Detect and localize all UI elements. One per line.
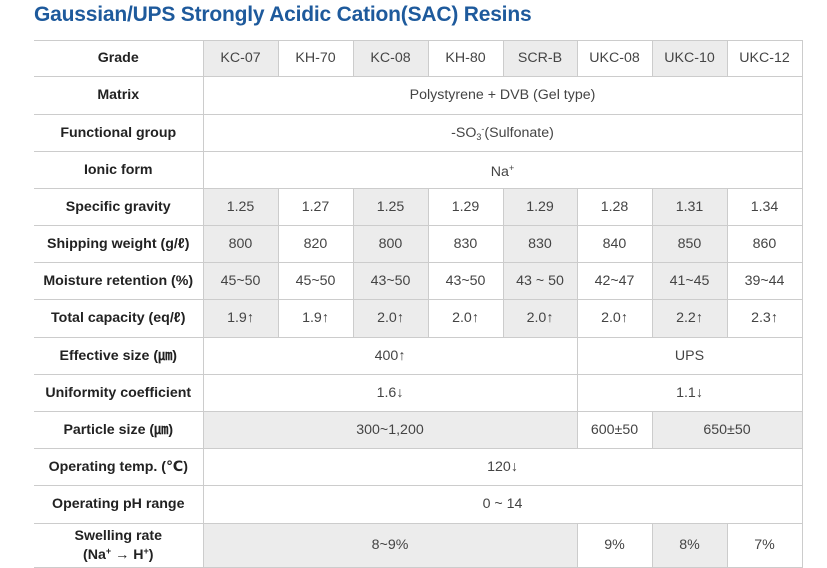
table-cell: 39~44 (726, 262, 803, 300)
table-cell: 1.25 (352, 188, 429, 226)
row-label: Ionic form (34, 151, 204, 189)
grade-kc07: KC-07 (202, 40, 279, 77)
grade-ukc12: UKC-12 (726, 40, 803, 77)
row-total-capacity: Total capacity (eq/ℓ) 1.9↑ 1.9↑ 2.0↑ 2.0… (34, 299, 803, 338)
row-uniformity-coefficient: Uniformity coefficient 1.6↓ 1.1↓ (34, 374, 803, 412)
label-part: ) (148, 546, 154, 563)
table-cell: 1.29 (502, 188, 578, 226)
formula-superscript: - (481, 123, 485, 134)
table-cell: 1.27 (277, 188, 354, 226)
table-cell: 600±50 (576, 411, 653, 449)
row-moisture-retention: Moisture retention (%) 45~50 45~50 43~50… (34, 262, 803, 300)
table-cell: -SO3-(Sulfonate) (202, 114, 803, 152)
grade-scrb: SCR-B (502, 40, 578, 77)
row-label: Operating temp. (℃) (34, 448, 204, 486)
label-sup: + (143, 545, 149, 556)
table-cell: 800 (352, 225, 429, 263)
row-label: Swelling rate (Na+ → H+) (34, 523, 204, 568)
table-cell: 1.1↓ (576, 374, 803, 412)
table-cell: 41~45 (651, 262, 728, 300)
grade-kh70: KH-70 (277, 40, 354, 77)
resin-spec-table: Grade KC-07 KH-70 KC-08 KH-80 SCR-B UKC-… (34, 40, 803, 568)
table-cell: 1.34 (726, 188, 803, 226)
table-cell: 45~50 (202, 262, 279, 300)
row-label: Total capacity (eq/ℓ) (34, 299, 204, 338)
page-title: Gaussian/UPS Strongly Acidic Cation(SAC)… (34, 3, 532, 26)
label-sup: + (105, 545, 112, 556)
row-ionic-form: Ionic form Na+ (34, 151, 803, 189)
table-cell: 300~1,200 (202, 411, 578, 449)
row-label: Matrix (34, 76, 204, 115)
table-cell: 7% (726, 523, 803, 568)
table-cell: 42~47 (576, 262, 653, 300)
ion-base: Na (490, 163, 509, 180)
row-label-line1: Swelling rate (74, 527, 162, 544)
table-cell: 45~50 (277, 262, 354, 300)
row-operating-temp: Operating temp. (℃) 120↓ (34, 448, 803, 486)
table-cell: 2.3↑ (726, 299, 803, 338)
row-label: Shipping weight (g/ℓ) (34, 225, 204, 263)
row-label-line2: (Na+ → H+) (83, 545, 154, 563)
table-cell: UPS (576, 337, 803, 375)
row-functional-group: Functional group -SO3-(Sulfonate) (34, 114, 803, 152)
table-cell: 2.0↑ (576, 299, 653, 338)
label-part: (Na (83, 546, 106, 563)
ion-charge: + (508, 162, 515, 173)
table-cell: 2.0↑ (502, 299, 578, 338)
row-matrix: Matrix Polystyrene + DVB (Gel type) (34, 76, 803, 115)
formula-prefix: -SO (451, 124, 477, 141)
table-cell: 8% (651, 523, 728, 568)
row-grade: Grade KC-07 KH-70 KC-08 KH-80 SCR-B UKC-… (34, 40, 803, 77)
table-cell: 120↓ (202, 448, 803, 486)
grade-ukc10: UKC-10 (651, 40, 728, 77)
row-particle-size: Particle size (㎛) 300~1,200 600±50 650±5… (34, 411, 803, 449)
label-part: → H (111, 546, 144, 563)
row-label: Operating pH range (34, 485, 204, 524)
table-cell: 43~50 (352, 262, 429, 300)
table-cell: 840 (576, 225, 653, 263)
row-operating-ph: Operating pH range 0 ~ 14 (34, 485, 803, 524)
row-label: Uniformity coefficient (34, 374, 204, 412)
table-cell: 820 (277, 225, 354, 263)
table-cell: 650±50 (651, 411, 803, 449)
table-cell: 0 ~ 14 (202, 485, 803, 524)
row-shipping-weight: Shipping weight (g/ℓ) 800 820 800 830 83… (34, 225, 803, 263)
formula-subscript: 3 (476, 131, 482, 142)
table-cell: 1.9↑ (202, 299, 279, 338)
table-cell: Polystyrene + DVB (Gel type) (202, 76, 803, 115)
table-cell: 9% (576, 523, 653, 568)
table-cell: 2.0↑ (352, 299, 429, 338)
row-label: Moisture retention (%) (34, 262, 204, 300)
row-specific-gravity: Specific gravity 1.25 1.27 1.25 1.29 1.2… (34, 188, 803, 226)
table-cell: Na+ (202, 151, 803, 189)
table-cell: 850 (651, 225, 728, 263)
table-cell: 1.25 (202, 188, 279, 226)
table-cell: 860 (726, 225, 803, 263)
row-label: Specific gravity (34, 188, 204, 226)
row-effective-size: Effective size (㎛) 400↑ UPS (34, 337, 803, 375)
table-cell: 400↑ (202, 337, 578, 375)
table-cell: 1.6↓ (202, 374, 578, 412)
table-cell: 1.31 (651, 188, 728, 226)
table-cell: 830 (502, 225, 578, 263)
table-cell: 830 (427, 225, 504, 263)
formula-suffix: (Sulfonate) (484, 124, 554, 141)
grade-kc08: KC-08 (352, 40, 429, 77)
table-cell: 2.2↑ (651, 299, 728, 338)
table-cell: 1.9↑ (277, 299, 354, 338)
table-cell: 43 ~ 50 (502, 262, 578, 300)
row-label: Particle size (㎛) (34, 411, 204, 449)
grade-ukc08: UKC-08 (576, 40, 653, 77)
table-cell: 2.0↑ (427, 299, 504, 338)
table-cell: 8~9% (202, 523, 578, 568)
row-label: Grade (34, 40, 204, 77)
row-swelling-rate: Swelling rate (Na+ → H+) 8~9% 9% 8% 7% (34, 523, 803, 568)
table-cell: 1.28 (576, 188, 653, 226)
table-cell: 1.29 (427, 188, 504, 226)
table-cell: 800 (202, 225, 279, 263)
row-label: Effective size (㎛) (34, 337, 204, 375)
row-label: Functional group (34, 114, 204, 152)
table-cell: 43~50 (427, 262, 504, 300)
grade-kh80: KH-80 (427, 40, 504, 77)
